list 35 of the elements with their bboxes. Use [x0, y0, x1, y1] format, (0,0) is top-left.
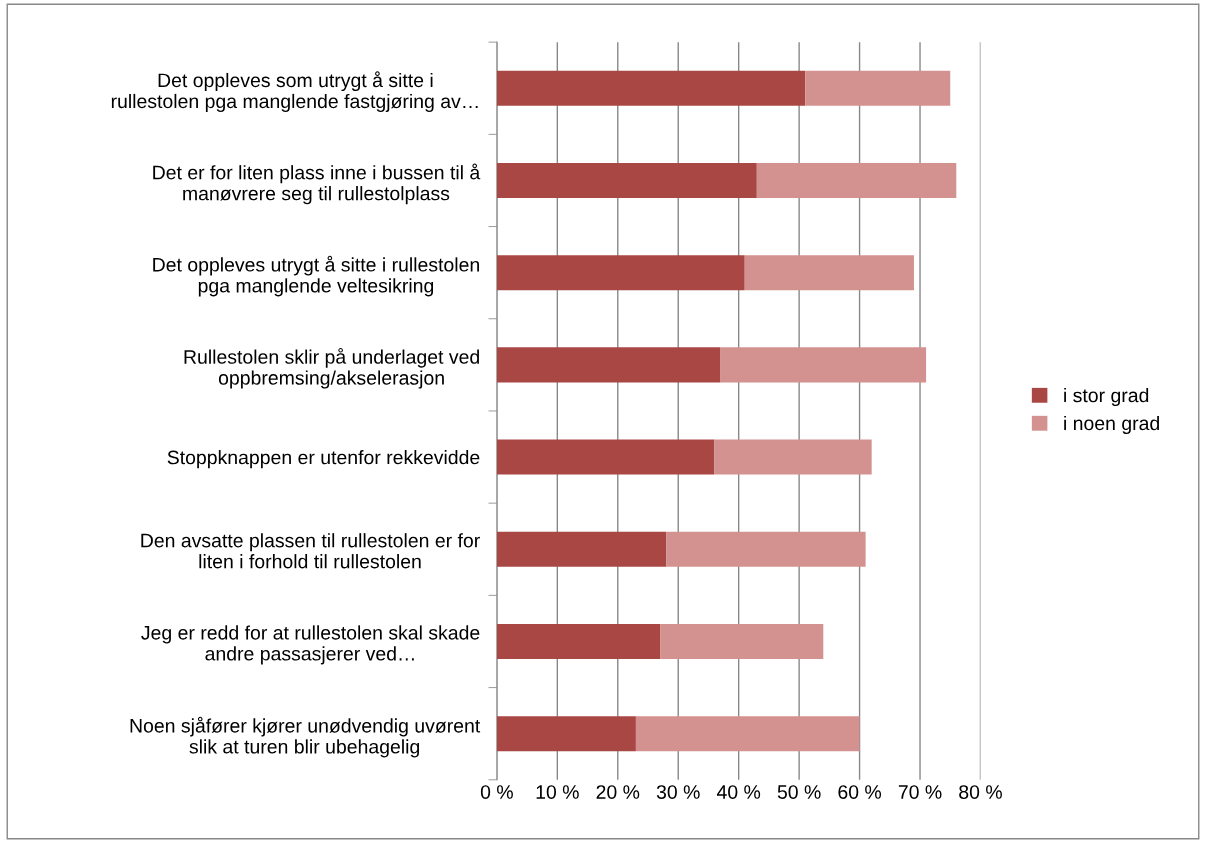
bar: [496, 162, 757, 198]
bar: [635, 716, 860, 752]
y-tick-label: Den avsatte plassen til rullestolen er for liten i forhold til rullestolen: [141, 533, 480, 569]
y-tick-label: Det er for liten plass inne i bussen til å manøvrere seg til rullestolplass: [153, 163, 481, 205]
y-tick-label: Noen sjåfører kjører unødvendig uvørent slik at turen blir ubehagelig: [130, 716, 481, 758]
y-tick-label: Det oppleves utrygt å sitte i rullestolen pga manglende veltesikring: [153, 255, 479, 297]
x-tick-label: 60 %: [838, 785, 882, 799]
x-tick-label: 30 %: [656, 785, 700, 799]
bar: [496, 347, 721, 383]
x-tick-label: 70 %: [898, 785, 942, 799]
bar: [756, 162, 957, 198]
x-tick-label: 0 %: [480, 785, 513, 799]
bar: [496, 70, 806, 106]
bar: [720, 347, 927, 383]
bar: [496, 716, 636, 752]
legend-label: i stor grad: [1064, 387, 1149, 407]
y-tick-label: Rullestolen sklir på underlaget ved oppbremsing/akselerasjon: [184, 347, 479, 389]
bar: [496, 623, 661, 659]
x-tick-label: 20 %: [596, 785, 640, 799]
x-tick-label: 10 %: [536, 785, 579, 799]
bar: [496, 531, 667, 567]
x-tick-label: 80 %: [959, 785, 1002, 799]
y-tick-label: Stoppknappen er utenfor rekkevidde: [167, 450, 480, 469]
bar: [496, 439, 715, 475]
bar: [496, 255, 745, 291]
legend-label: i noen grad: [1064, 415, 1159, 435]
bar: [805, 70, 951, 106]
bar: [660, 623, 824, 659]
bar: [666, 531, 866, 567]
bar: [714, 439, 872, 475]
x-tick-label: 40 %: [716, 785, 761, 799]
bar: [744, 255, 914, 291]
y-tick-label: Det oppleves som utrygt å sitte i rullestolen pga manglende fastgjøring av…: [111, 71, 478, 112]
x-tick-label: 50 %: [777, 785, 821, 799]
y-tick-label: Jeg er redd for at rullestolen skal skade andre passasjerer ved…: [141, 625, 480, 665]
